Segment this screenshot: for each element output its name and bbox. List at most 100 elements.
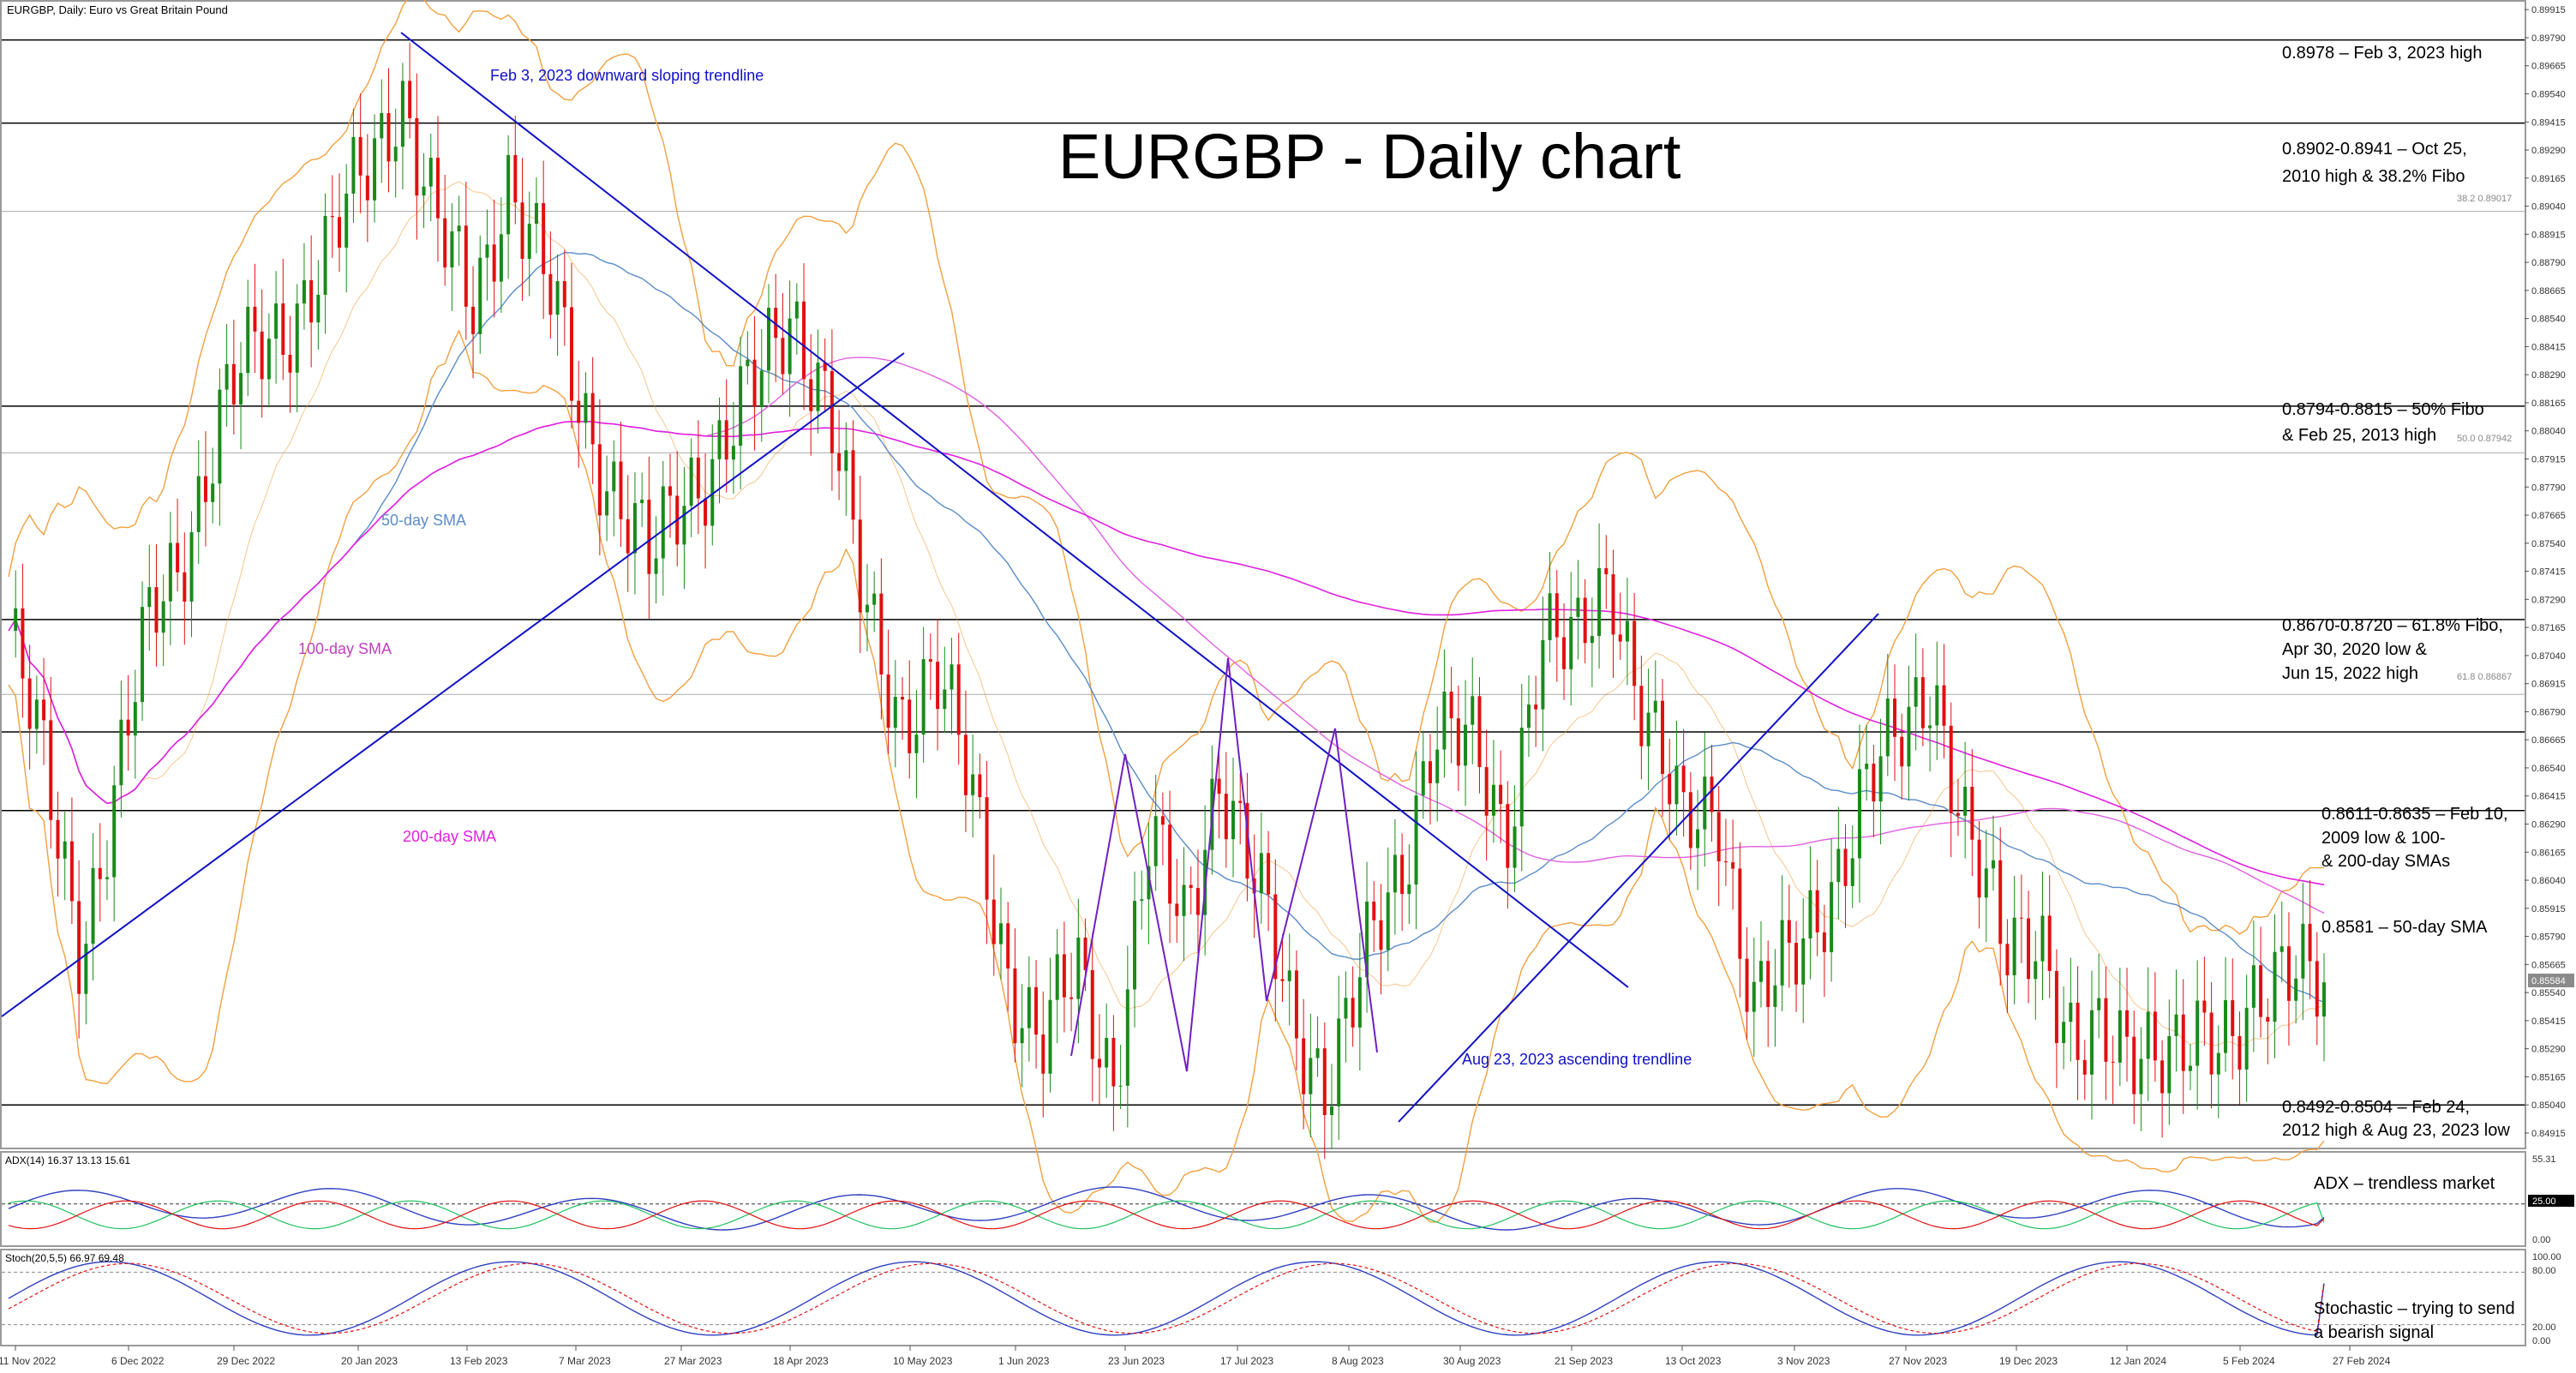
candle-body [2238,1035,2242,1070]
candle-body [105,877,109,879]
candle-body [865,604,869,613]
candle-body [1555,593,1559,638]
candle-body [774,308,778,339]
candle-body [295,303,299,373]
date-tick-label: 20 Jan 2023 [341,1355,398,1367]
adx-level-tag [2528,1195,2574,1207]
price-tick-label: 0.86415 [2531,792,2566,802]
candle-body [1576,597,1580,617]
candle-body [471,306,476,334]
candle-body [1097,1058,1101,1068]
level-label-8815-l1: 0.8794-0.8815 – 50% Fibo [2282,400,2484,419]
candle-body [1147,866,1151,900]
candle-body [696,457,700,499]
stoch-main-line [8,1261,2325,1336]
candle-body [351,136,356,194]
candle-body [1006,923,1010,968]
date-tick-label: 19 Dec 2023 [1999,1355,2058,1367]
candle-body [2005,944,2010,975]
candle-body [1267,853,1271,895]
price-tick-label: 0.88415 [2531,342,2566,352]
candle-body [1914,677,1918,707]
candle-body [168,543,172,602]
date-tick-label: 5 Feb 2024 [2223,1355,2275,1367]
candle-body [365,175,369,201]
price-tick-label: 0.86040 [2531,876,2566,886]
candle-body [612,461,616,492]
trendlines [1,32,1879,1123]
candle-body [2188,1065,2192,1071]
candle-body [147,587,152,608]
candle-body [2315,961,2319,1017]
candle-body [619,461,623,519]
candle-body [1569,616,1573,669]
date-axis: 11 Nov 2022 6 Dec 2022 29 Dec 2022 20 Jan 2… [0,1346,2391,1367]
candle-body [605,491,609,516]
candle-body [1182,884,1186,916]
candle-body [1752,981,1756,1012]
candle-body [1963,787,1968,816]
candle-body [1357,977,1362,1028]
candle-body [161,601,165,633]
candle-body [380,112,384,139]
candle-body [253,306,257,332]
candle-body [886,675,890,728]
candle-body [542,202,546,274]
candle-body [1710,776,1714,812]
current-price-tag [2528,974,2574,987]
candle-body [2054,970,2058,1044]
candle-body [1808,890,1812,938]
price-tick-label: 0.86290 [2531,819,2566,830]
price-tick-label: 0.85915 [2531,904,2566,914]
support-resistance-levels [2,39,2525,1106]
date-tick-label: 7 Mar 2023 [559,1355,611,1367]
candle-body [2322,982,2326,1017]
candle-body [1069,997,1074,999]
candle-body [1745,958,1749,1012]
price-tick-label: 0.87665 [2531,511,2566,521]
candle-body [809,379,813,411]
candle-body [1548,593,1552,640]
candle-body [1034,986,1039,1035]
candle-body [1238,800,1243,803]
candle-body [788,318,792,375]
price-tick-label: 0.88540 [2531,315,2566,325]
level-label-8635-l2: 2009 low & 100- [2321,829,2446,848]
candle-body [1442,691,1447,750]
candle-body [274,303,279,339]
candle-body [752,359,757,408]
candle-body [2132,1036,2136,1094]
price-tick-label: 0.89040 [2531,202,2566,213]
candle-body [1231,800,1236,840]
uptrend-label: Aug 23, 2023 ascending trendline [1462,1051,1692,1068]
candle-body [1393,854,1397,893]
candle-body [1935,685,1939,726]
price-tick-label: 0.86665 [2531,735,2566,746]
candle-body [1062,954,1066,998]
adx-annotation: ADX – trendless market [2314,1174,2495,1193]
candle-body [2146,1011,2150,1059]
candle-body [816,363,820,411]
candle-body [1801,938,1806,985]
candle-body [1379,920,1383,950]
candle-body [393,147,398,162]
candle-body [2089,1010,2094,1075]
candle-body [1731,862,1735,869]
candle-body [1273,894,1278,980]
price-tick-label: 0.87415 [2531,567,2566,578]
candle-body [2202,1000,2207,1013]
price-tick-label: 0.84915 [2531,1129,2566,1139]
candle-body [584,393,588,423]
price-axis: 0.89915 0.89790 0.89665 0.89540 0.89415 0.892… [2525,5,2566,1139]
candle-body [661,486,665,559]
candle-body [338,217,341,248]
candle-body [239,373,243,405]
sma200-line [8,420,2325,886]
candle-body [2174,1014,2178,1036]
sma50-label: 50-day SMA [381,512,466,529]
candle-body [386,112,391,162]
candle-body [1681,765,1686,793]
candle-body [1977,839,1981,898]
candle-body [1723,860,1728,863]
candle-body [492,244,496,282]
